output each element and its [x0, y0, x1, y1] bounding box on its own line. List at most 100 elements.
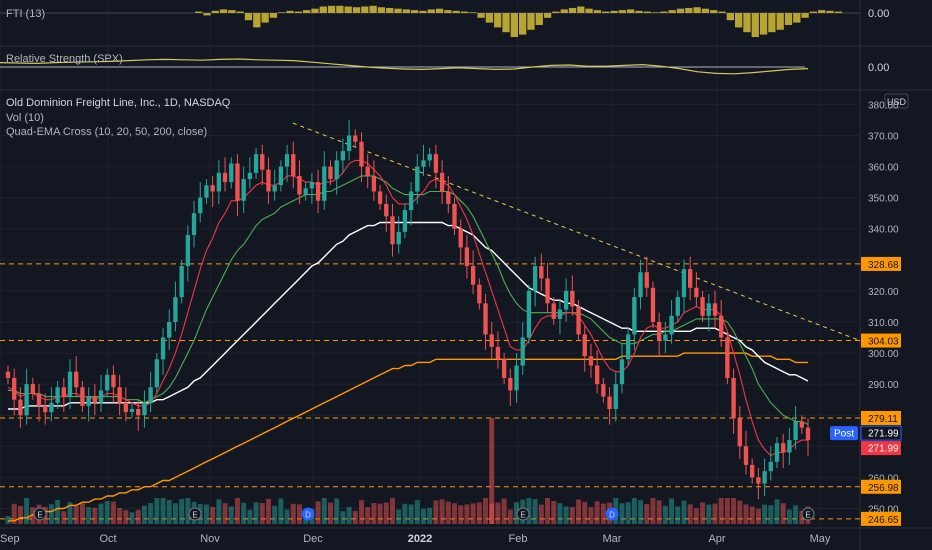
volume-bar [179, 499, 185, 524]
volume-bar [768, 505, 774, 524]
ema-indicator-label[interactable]: Quad-EMA Cross (10, 20, 50, 200, close) [6, 126, 207, 138]
fti-bar [502, 13, 510, 33]
dividend-marker[interactable] [301, 507, 315, 521]
time-axis-label: May [810, 533, 831, 545]
volume-bar [551, 501, 557, 524]
fti-bar [768, 13, 776, 33]
candle-body [253, 154, 259, 173]
candle-body [204, 185, 209, 198]
currency-badge[interactable] [884, 93, 909, 109]
candle-body [359, 141, 364, 167]
volume-indicator-label[interactable]: Vol (10) [6, 112, 44, 124]
volume-bar [743, 504, 749, 524]
fti-bar [743, 13, 751, 33]
fti-bar [643, 11, 651, 13]
fti-bar [419, 10, 427, 13]
dividend-marker[interactable] [605, 507, 619, 521]
candle-body [632, 297, 637, 335]
fti-bar [735, 13, 743, 28]
candle-body [210, 185, 215, 192]
candle-body [421, 160, 426, 167]
volume-bar [687, 504, 693, 524]
candle-body [123, 402, 128, 413]
fti-bar [543, 13, 552, 18]
candle-body [74, 371, 79, 388]
volume-bar [737, 500, 743, 524]
time-axis-label: Nov [200, 533, 220, 545]
fti-bar [726, 13, 734, 21]
earnings-marker[interactable] [188, 507, 202, 521]
candle-body [136, 409, 141, 416]
price-level-tag [861, 256, 901, 271]
candle-body [681, 269, 687, 298]
post-value-tag [860, 425, 902, 441]
volume-bar [576, 499, 582, 524]
volume-bar [414, 500, 420, 524]
post-tag [830, 426, 858, 441]
volume-bar [532, 499, 538, 524]
price-axis-tick: 310.00 [868, 318, 899, 329]
volume-bar [296, 504, 302, 524]
volume-bar [786, 509, 792, 524]
fti-bar [294, 11, 302, 13]
candlesticks [5, 119, 811, 500]
volume-bar [278, 498, 284, 524]
volume-bar [24, 498, 30, 524]
fti-bar [801, 13, 809, 18]
fti-bar [585, 8, 593, 13]
volume-bar [619, 503, 625, 524]
volume-bar [272, 505, 278, 524]
candle-body [334, 160, 339, 180]
candle-body [663, 334, 668, 341]
candle-body [346, 135, 352, 152]
price-level-tag [861, 479, 901, 494]
price-axis-tick: 260.00 [868, 473, 899, 484]
candle-body [191, 213, 197, 235]
candle-body [799, 421, 804, 428]
main-price-pane[interactable]: E E D E D E Old Dominion Freight Line, Inc., … [0, 93, 909, 524]
candle-body [117, 387, 122, 403]
earnings-marker[interactable] [33, 507, 47, 521]
earnings-marker[interactable] [516, 507, 530, 521]
volume-bar [365, 507, 371, 524]
candle-body [731, 377, 736, 419]
candle-body [719, 315, 724, 338]
relative-strength-pane[interactable]: Relative Strength (SPX) 0.00 [0, 53, 889, 75]
time-axis-label: Dec [303, 533, 323, 545]
fti-bar [327, 5, 336, 13]
last-price-tag [861, 441, 901, 456]
candle-body [322, 166, 327, 201]
fti-bar [668, 10, 676, 13]
fti-bar [568, 7, 577, 13]
post-value: 271.99 [868, 429, 899, 440]
trendline[interactable] [292, 122, 861, 342]
volume-bar [731, 498, 737, 524]
symbol-title[interactable]: Old Dominion Freight Line, Inc., 1D, NAS… [6, 97, 231, 109]
candle-body [36, 393, 42, 406]
volume-bar [514, 502, 520, 524]
fti-bar [203, 13, 211, 16]
time-axis-label: Apr [708, 533, 725, 545]
fti-bar [469, 12, 477, 13]
fti-histogram [195, 5, 842, 37]
earnings-marker[interactable] [801, 507, 815, 521]
candle-body [179, 266, 184, 298]
fti-bar [701, 8, 710, 13]
volume-bar [656, 500, 662, 524]
candle-body [439, 172, 445, 192]
candle-body [111, 374, 116, 388]
fti-pane[interactable]: FTI (13) 0.00 [0, 5, 889, 37]
volume-bar [483, 498, 488, 524]
candle-body [743, 446, 749, 465]
volume-bar [383, 502, 389, 524]
time-axis[interactable]: Sep Oct Nov Dec 2022 Feb Mar Apr May [0, 533, 831, 545]
time-axis-label: 2022 [408, 533, 432, 545]
price-axis-tick: 370.00 [868, 132, 899, 143]
volume-bar [110, 501, 116, 524]
candle-body [470, 266, 476, 285]
event-marker-letter: E [520, 511, 525, 520]
time-axis-label: Feb [509, 533, 528, 545]
fti-bar [195, 11, 203, 13]
volume-bar [166, 500, 172, 524]
